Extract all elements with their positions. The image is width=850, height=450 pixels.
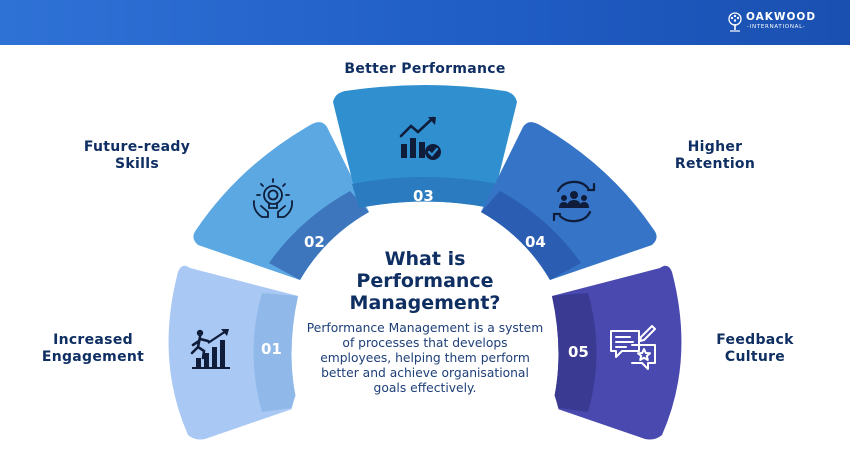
segment-01-band <box>253 293 298 412</box>
label-future-ready-skills: Future-ready Skills <box>83 139 191 172</box>
brand-name: OAKWOOD <box>746 11 817 23</box>
segment-number-04: 04 <box>525 233 546 251</box>
segment-02-band <box>269 191 369 280</box>
center-semicircle <box>288 303 562 440</box>
segment-number-01: 01 <box>261 340 282 358</box>
oak-tree-icon <box>728 12 742 32</box>
segment-05-band <box>552 293 597 412</box>
label-increased-engagement: Increased Engagement <box>41 332 145 365</box>
header-bar <box>0 0 850 45</box>
label-feedback-culture: Feedback Culture <box>716 332 794 365</box>
people-cycle-icon <box>552 180 596 223</box>
segment-03-band <box>352 177 498 208</box>
center-description: Performance Management is a system of pr… <box>306 321 544 395</box>
label-higher-retention: Higher Retention <box>674 139 756 172</box>
brand-tagline: -INTERNATIONAL- <box>747 24 806 30</box>
rising-bar-chart-check-icon <box>399 116 441 160</box>
segment-04-band <box>481 191 581 280</box>
brain-idea-hands-icon <box>253 178 293 218</box>
label-better-performance: Better Performance <box>344 61 506 77</box>
feedback-chat-star-icon <box>610 325 656 370</box>
segment-number-05: 05 <box>568 343 589 361</box>
segment-number-02: 02 <box>304 233 325 251</box>
center-title: What is Performance Management? <box>349 248 501 314</box>
brand-logo[interactable]: OAKWOOD -INTERNATIONAL- <box>726 9 822 37</box>
segment-number-03: 03 <box>413 187 434 205</box>
climbing-growth-chart-icon <box>190 329 230 369</box>
